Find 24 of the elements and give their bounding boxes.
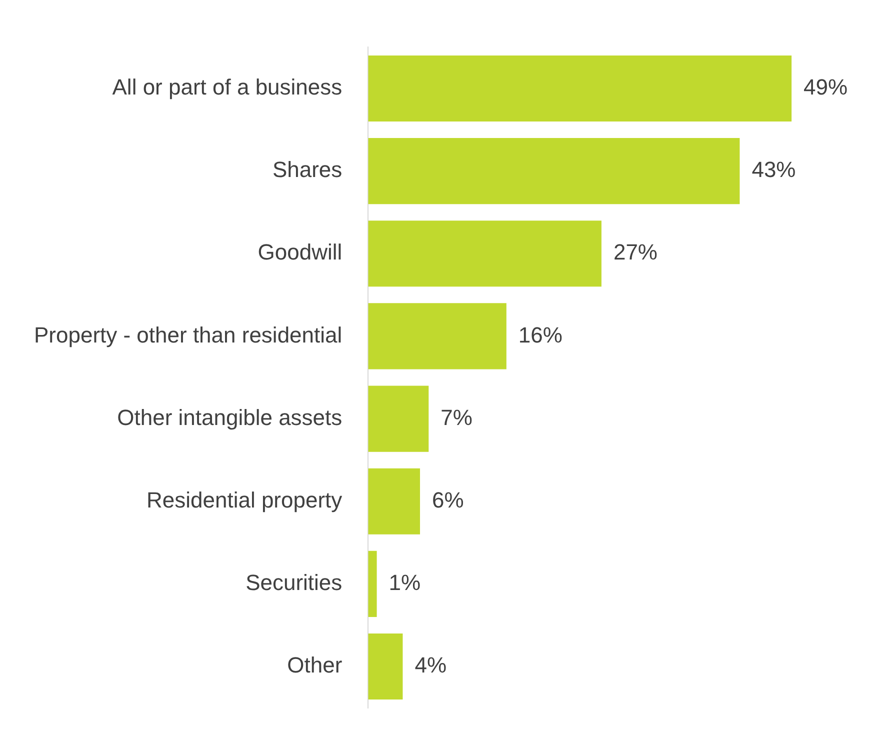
y-tick-label: Other xyxy=(287,652,342,678)
y-tick-label: Other intangible assets xyxy=(117,404,342,430)
y-tick-label: Shares xyxy=(272,157,342,182)
data-label: 27% xyxy=(613,240,658,265)
bar xyxy=(368,468,420,534)
data-label: 4% xyxy=(414,652,447,678)
data-label: 43% xyxy=(752,157,796,182)
data-label: 16% xyxy=(518,322,562,348)
data-label: 6% xyxy=(432,487,464,512)
y-tick-label: Goodwill xyxy=(258,240,342,265)
y-tick-label: Property - other than residential xyxy=(34,322,342,348)
bar xyxy=(368,633,403,700)
y-tick-label: All or part of a business xyxy=(112,74,342,100)
y-tick-label: Residential property xyxy=(146,487,342,512)
data-label: 7% xyxy=(440,404,472,430)
data-label: 49% xyxy=(804,74,848,100)
bar xyxy=(368,386,429,452)
bar xyxy=(368,55,792,122)
bar xyxy=(368,303,506,370)
data-label: 1% xyxy=(388,570,421,595)
bar xyxy=(368,220,602,287)
y-tick-label: Securities xyxy=(246,570,342,595)
bar xyxy=(368,550,377,617)
bar xyxy=(368,138,740,204)
